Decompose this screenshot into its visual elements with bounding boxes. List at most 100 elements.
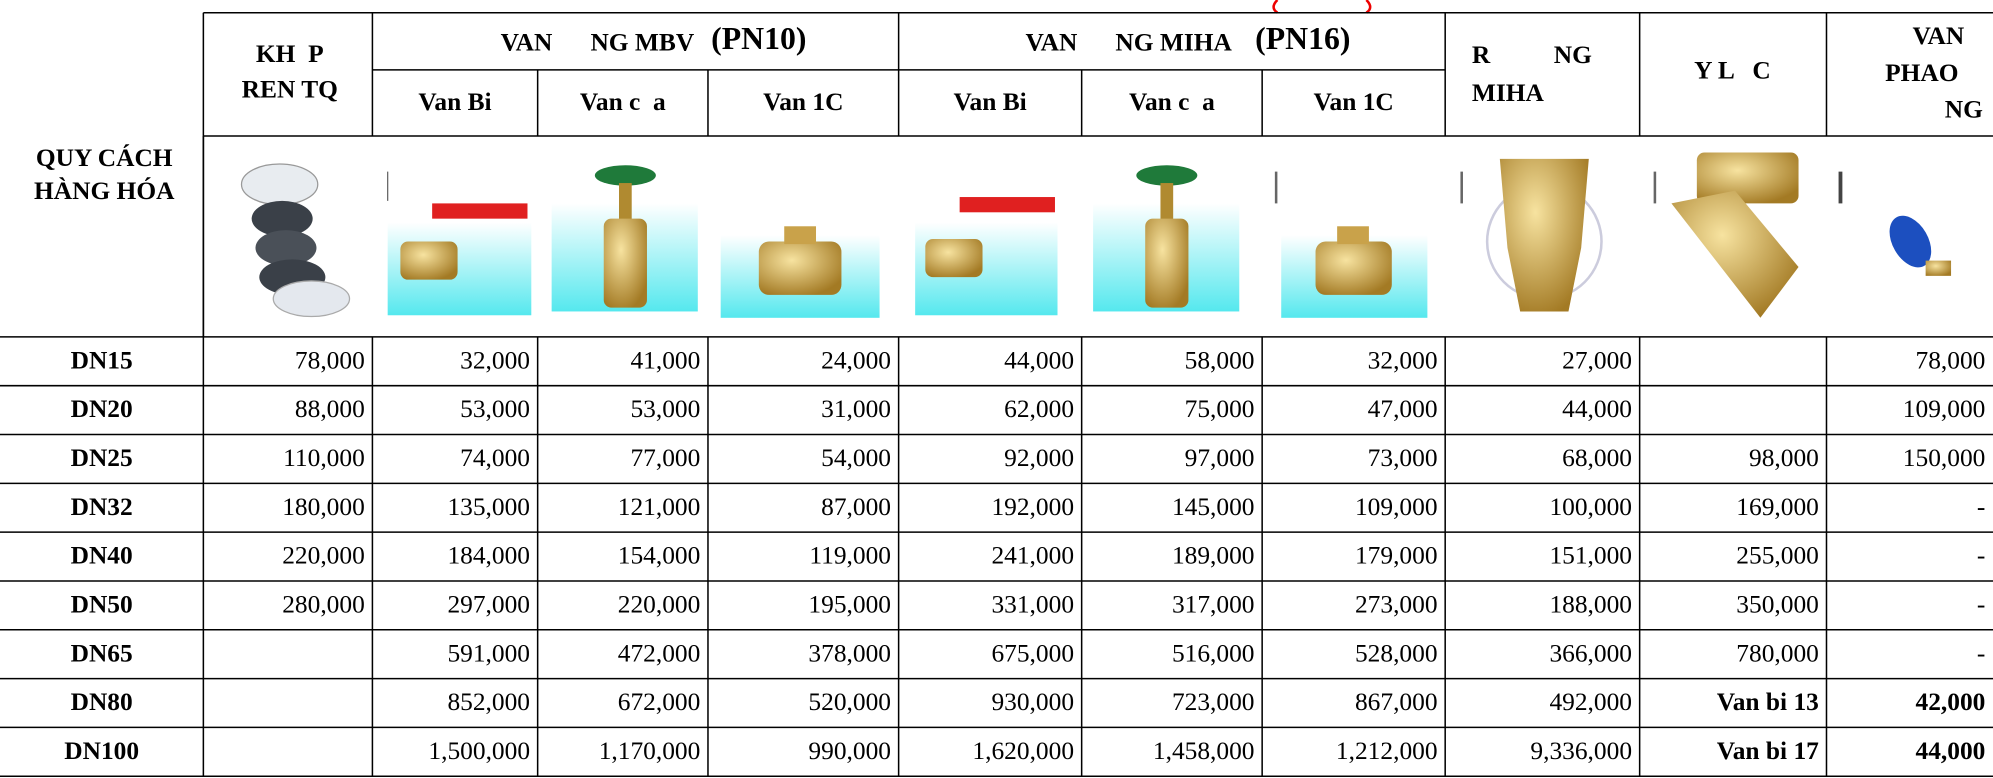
cell-value: 1,500,000 [428, 737, 530, 765]
header-text: NG [1945, 96, 1983, 124]
cell-value: 88,000 [295, 395, 365, 423]
cell-value: 672,000 [618, 688, 701, 716]
cell-value: 145,000 [1172, 493, 1255, 521]
cell-value: 47,000 [1368, 395, 1438, 423]
cell-value: 100,000 [1549, 493, 1632, 521]
row-label: DN100 [64, 737, 139, 765]
cell-value: 68,000 [1562, 444, 1632, 472]
cell-value: 192,000 [991, 493, 1074, 521]
cell-value: 98,000 [1749, 444, 1819, 472]
cell-value: 366,000 [1549, 639, 1632, 667]
header-text: MIHA [1472, 79, 1545, 107]
row-label: DN65 [71, 639, 133, 667]
cell-value: 78,000 [295, 346, 365, 374]
cell-value: Van bi 17 [1717, 737, 1819, 765]
row-label: DN80 [71, 688, 133, 716]
header-text: Van 1C [1314, 88, 1394, 116]
row-label: DN15 [71, 346, 133, 374]
cell-value: 930,000 [991, 688, 1074, 716]
ball-valve-image [388, 172, 532, 316]
cell-value: 180,000 [282, 493, 365, 521]
cell-value: 87,000 [821, 493, 891, 521]
cell-value: 520,000 [808, 688, 891, 716]
cell-value: 135,000 [447, 493, 530, 521]
cell-value: 852,000 [447, 688, 530, 716]
cell-value: - [1977, 493, 1985, 521]
gate-valve-image [552, 165, 698, 311]
cell-value: 53,000 [630, 395, 700, 423]
cell-value: 154,000 [618, 542, 701, 570]
cell-value: 41,000 [630, 346, 700, 374]
cell-value: 1,620,000 [972, 737, 1074, 765]
cell-value: 58,000 [1185, 346, 1255, 374]
header-text: VAN NG MIHA [1026, 28, 1233, 56]
header-text: Van 1C [763, 88, 843, 116]
cell-value: 179,000 [1355, 542, 1438, 570]
header-text: REN TQ [242, 75, 338, 103]
cell-value: 990,000 [808, 737, 891, 765]
cell-value: 119,000 [809, 542, 891, 570]
page: QUY CÁCHHÀNG HÓAKH PREN TQVAN NG MBV(PN1… [0, 0, 1993, 778]
check-valve-image [1276, 172, 1427, 318]
cell-value: 97,000 [1185, 444, 1255, 472]
cell-value: 24,000 [821, 346, 891, 374]
price-table: QUY CÁCHHÀNG HÓAKH PREN TQVAN NG MBV(PN1… [0, 0, 1993, 778]
cell-value: - [1977, 639, 1985, 667]
row-label: DN40 [71, 542, 133, 570]
cell-value: 32,000 [1368, 346, 1438, 374]
cell-value: 62,000 [1004, 395, 1074, 423]
cell-value: 73,000 [1368, 444, 1438, 472]
header-text: (PN10) [711, 21, 806, 56]
cell-value: 110,000 [283, 444, 365, 472]
cropped-text [1274, 0, 1371, 13]
cell-value: - [1977, 590, 1985, 618]
cell-value: 1,212,000 [1336, 737, 1438, 765]
row-label: DN25 [71, 444, 133, 472]
cell-value: 280,000 [282, 590, 365, 618]
float-valve-image [1840, 172, 1951, 276]
cell-value: 867,000 [1355, 688, 1438, 716]
ball-valve-image [915, 197, 1057, 315]
row-label: DN20 [71, 395, 133, 423]
cell-value: 273,000 [1355, 590, 1438, 618]
cell-value: 255,000 [1736, 542, 1819, 570]
header-text: PHAO [1885, 59, 1958, 87]
cell-value: 378,000 [808, 639, 891, 667]
cell-value: 74,000 [460, 444, 530, 472]
cell-value: 723,000 [1172, 688, 1255, 716]
cell-value: 31,000 [821, 395, 891, 423]
cell-value: 195,000 [808, 590, 891, 618]
product-images [241, 153, 1951, 318]
cell-value: 331,000 [991, 590, 1074, 618]
header-text: (PN16) [1255, 21, 1350, 56]
header-text: Van Bi [418, 88, 491, 116]
cell-value: 189,000 [1172, 542, 1255, 570]
cell-value: 528,000 [1355, 639, 1438, 667]
header-text: Van c a [1129, 88, 1215, 116]
gate-valve-image [1093, 165, 1239, 311]
cell-value: 44,000 [1562, 395, 1632, 423]
row-label: DN50 [71, 590, 133, 618]
cell-value: 92,000 [1004, 444, 1074, 472]
header-text: VAN [1912, 22, 1964, 50]
coupling-image [241, 164, 349, 317]
cell-value: 77,000 [630, 444, 700, 472]
cell-value: 1,458,000 [1153, 737, 1255, 765]
cell-value: 220,000 [618, 590, 701, 618]
header-text: QUY CÁCH [36, 144, 173, 172]
y-strainer-image [1655, 153, 1799, 318]
cell-value: 54,000 [821, 444, 891, 472]
cell-value: 78,000 [1916, 346, 1986, 374]
cell-value: 780,000 [1736, 639, 1819, 667]
cell-value: 27,000 [1562, 346, 1632, 374]
cell-value: 317,000 [1172, 590, 1255, 618]
cell-value: 9,336,000 [1530, 737, 1632, 765]
cell-value: 350,000 [1736, 590, 1819, 618]
cell-value: 150,000 [1903, 444, 1986, 472]
cell-value: 42,000 [1916, 688, 1986, 716]
cell-value: 75,000 [1185, 395, 1255, 423]
cell-value: 297,000 [447, 590, 530, 618]
cell-value: - [1977, 542, 1985, 570]
cell-value: 188,000 [1549, 590, 1632, 618]
